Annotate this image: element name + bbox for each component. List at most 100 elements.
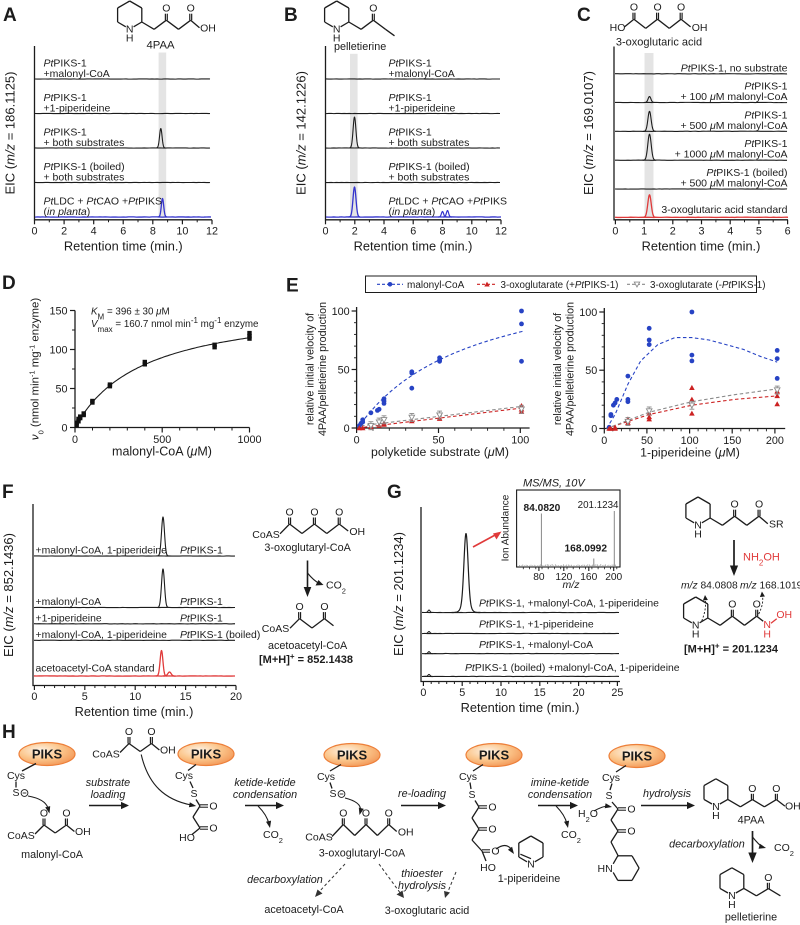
- svg-text:S: S: [468, 789, 475, 801]
- svg-text:160: 160: [580, 572, 597, 583]
- svg-text:OH: OH: [398, 827, 414, 839]
- svg-text:pelletierine: pelletierine: [725, 911, 777, 923]
- svg-text:O: O: [209, 801, 217, 813]
- svg-text:O: O: [488, 802, 496, 814]
- svg-text:100: 100: [681, 435, 699, 447]
- svg-text:PtLDC + PtCAO +PtPIKS: PtLDC + PtCAO +PtPIKS: [389, 195, 508, 207]
- svg-text:N: N: [712, 801, 720, 813]
- svg-text:H: H: [728, 899, 736, 911]
- svg-text:acetoacetyl-CoA standard: acetoacetyl-CoA standard: [36, 664, 155, 675]
- svg-text:hydrolysis: hydrolysis: [398, 880, 447, 892]
- svg-text:O: O: [627, 804, 635, 816]
- svg-text:+ both substrates: + both substrates: [44, 171, 125, 183]
- svg-text:O: O: [162, 3, 170, 15]
- svg-text:PtPIKS-1: PtPIKS-1: [389, 57, 432, 69]
- svg-text:20: 20: [573, 687, 585, 699]
- svg-text:10: 10: [129, 691, 141, 703]
- svg-text:N: N: [763, 619, 771, 631]
- svg-text:Cys: Cys: [459, 771, 477, 783]
- svg-text:PIKS: PIKS: [337, 747, 368, 762]
- svg-text:PIKS: PIKS: [622, 748, 653, 763]
- svg-text:O: O: [369, 3, 377, 15]
- svg-text:3-oxoglutaric acid: 3-oxoglutaric acid: [385, 905, 470, 917]
- svg-text:acetoacetyl-CoA: acetoacetyl-CoA: [264, 904, 344, 916]
- svg-text:H: H: [692, 629, 700, 641]
- svg-text:m/z 84.0808: m/z 84.0808: [681, 581, 738, 592]
- svg-text:Cys: Cys: [602, 772, 620, 784]
- svg-text:O: O: [320, 601, 328, 613]
- svg-text:NH2OH: NH2OH: [743, 552, 780, 568]
- svg-text:m/z 168.1019: m/z 168.1019: [740, 581, 800, 592]
- svg-text:+1-piperideine: +1-piperideine: [389, 102, 456, 114]
- svg-text:PtPIKS-1: PtPIKS-1: [744, 81, 787, 93]
- svg-text:O: O: [187, 3, 195, 15]
- svg-text:PtPIKS-1, no substrate: PtPIKS-1, no substrate: [681, 62, 788, 74]
- svg-text:[M+H]+ = 201.1234: [M+H]+ = 201.1234: [684, 641, 779, 656]
- svg-text:H: H: [2, 722, 16, 743]
- svg-text:O: O: [339, 807, 347, 819]
- svg-text:N: N: [126, 24, 134, 36]
- svg-text:[M+H]+ = 852.1438: [M+H]+ = 852.1438: [259, 652, 353, 667]
- svg-text:CoAS: CoAS: [7, 830, 34, 842]
- svg-text:B: B: [284, 5, 298, 26]
- svg-text:168.0992: 168.0992: [565, 544, 608, 555]
- svg-text:0: 0: [591, 423, 597, 435]
- svg-text:4: 4: [381, 226, 387, 238]
- svg-text:3: 3: [698, 226, 704, 238]
- svg-text:3-oxoglutarate (-PtPIKS-1): 3-oxoglutarate (-PtPIKS-1): [650, 280, 765, 291]
- svg-text:3-oxoglutarate (+PtPIKS-1): 3-oxoglutarate (+PtPIKS-1): [501, 280, 619, 291]
- svg-text:OH: OH: [200, 23, 216, 35]
- svg-text:SR: SR: [769, 519, 784, 531]
- svg-text:S: S: [329, 788, 336, 800]
- svg-text:O: O: [125, 726, 133, 738]
- svg-text:HO: HO: [179, 832, 195, 844]
- svg-text:1: 1: [641, 226, 647, 238]
- svg-text:+ both substrates: + both substrates: [44, 137, 125, 149]
- svg-text:OH: OH: [349, 526, 365, 538]
- svg-text:0: 0: [420, 687, 426, 699]
- svg-text:(in planta): (in planta): [389, 206, 436, 218]
- svg-text:CO2: CO2: [774, 842, 794, 858]
- svg-text:CoAS: CoAS: [262, 623, 289, 635]
- svg-text:PtLDC + PtCAO +PtPIKS: PtLDC + PtCAO +PtPIKS: [44, 195, 163, 207]
- svg-text:8: 8: [150, 226, 156, 238]
- svg-text:+ 500 μM malonyl-CoA: + 500 μM malonyl-CoA: [680, 120, 787, 132]
- svg-text:O: O: [147, 726, 155, 738]
- svg-text:PtPIKS-1: PtPIKS-1: [44, 92, 87, 104]
- svg-text:acetoacetyl-CoA: acetoacetyl-CoA: [268, 640, 348, 652]
- svg-text:HO: HO: [610, 22, 626, 34]
- svg-text:S: S: [605, 790, 612, 802]
- svg-text:OH: OH: [160, 745, 176, 757]
- svg-text:100: 100: [332, 306, 350, 318]
- svg-text:relative initial velocity of: relative initial velocity of: [552, 313, 564, 425]
- svg-text:8: 8: [439, 226, 445, 238]
- svg-text:decarboxylation: decarboxylation: [247, 874, 323, 886]
- svg-text:Retention time (min.): Retention time (min.): [75, 704, 194, 719]
- svg-text:imine-ketide: imine-ketide: [531, 777, 589, 789]
- svg-text:CO2: CO2: [263, 829, 283, 845]
- svg-text:5: 5: [82, 691, 88, 703]
- svg-text:N: N: [692, 620, 700, 632]
- svg-text:PtPIKS-1 (boiled): PtPIKS-1 (boiled): [706, 167, 787, 179]
- svg-text:malonyl-CoA: malonyl-CoA: [407, 280, 465, 291]
- svg-text:Ion Abundance: Ion Abundance: [501, 494, 512, 561]
- svg-text:S: S: [190, 788, 197, 800]
- svg-text:4: 4: [91, 226, 97, 238]
- svg-text:PtPIKS-1: PtPIKS-1: [389, 126, 432, 138]
- svg-text:hydrolysis: hydrolysis: [643, 788, 692, 800]
- svg-text:OH: OH: [75, 826, 91, 838]
- svg-text:PtPIKS-1 (boiled): PtPIKS-1 (boiled): [44, 161, 125, 173]
- svg-text:condensation: condensation: [233, 789, 297, 801]
- svg-text:ketide-ketide: ketide-ketide: [234, 777, 295, 789]
- svg-text:+ 1000 μM malonyl-CoA: + 1000 μM malonyl-CoA: [675, 149, 788, 161]
- svg-text:6: 6: [410, 226, 416, 238]
- svg-text:CO2: CO2: [326, 580, 346, 596]
- svg-text:(in planta): (in planta): [44, 206, 91, 218]
- svg-text:Retention time (min.): Retention time (min.): [354, 239, 473, 254]
- svg-text:N: N: [728, 890, 736, 902]
- svg-text:PtPIKS-1 (boiled): PtPIKS-1 (boiled): [180, 630, 260, 641]
- svg-text:condensation: condensation: [528, 789, 592, 801]
- svg-text:H: H: [712, 810, 720, 822]
- svg-text:50: 50: [338, 364, 350, 376]
- svg-text:EIC (m/z = 142.1226): EIC (m/z = 142.1226): [294, 71, 309, 195]
